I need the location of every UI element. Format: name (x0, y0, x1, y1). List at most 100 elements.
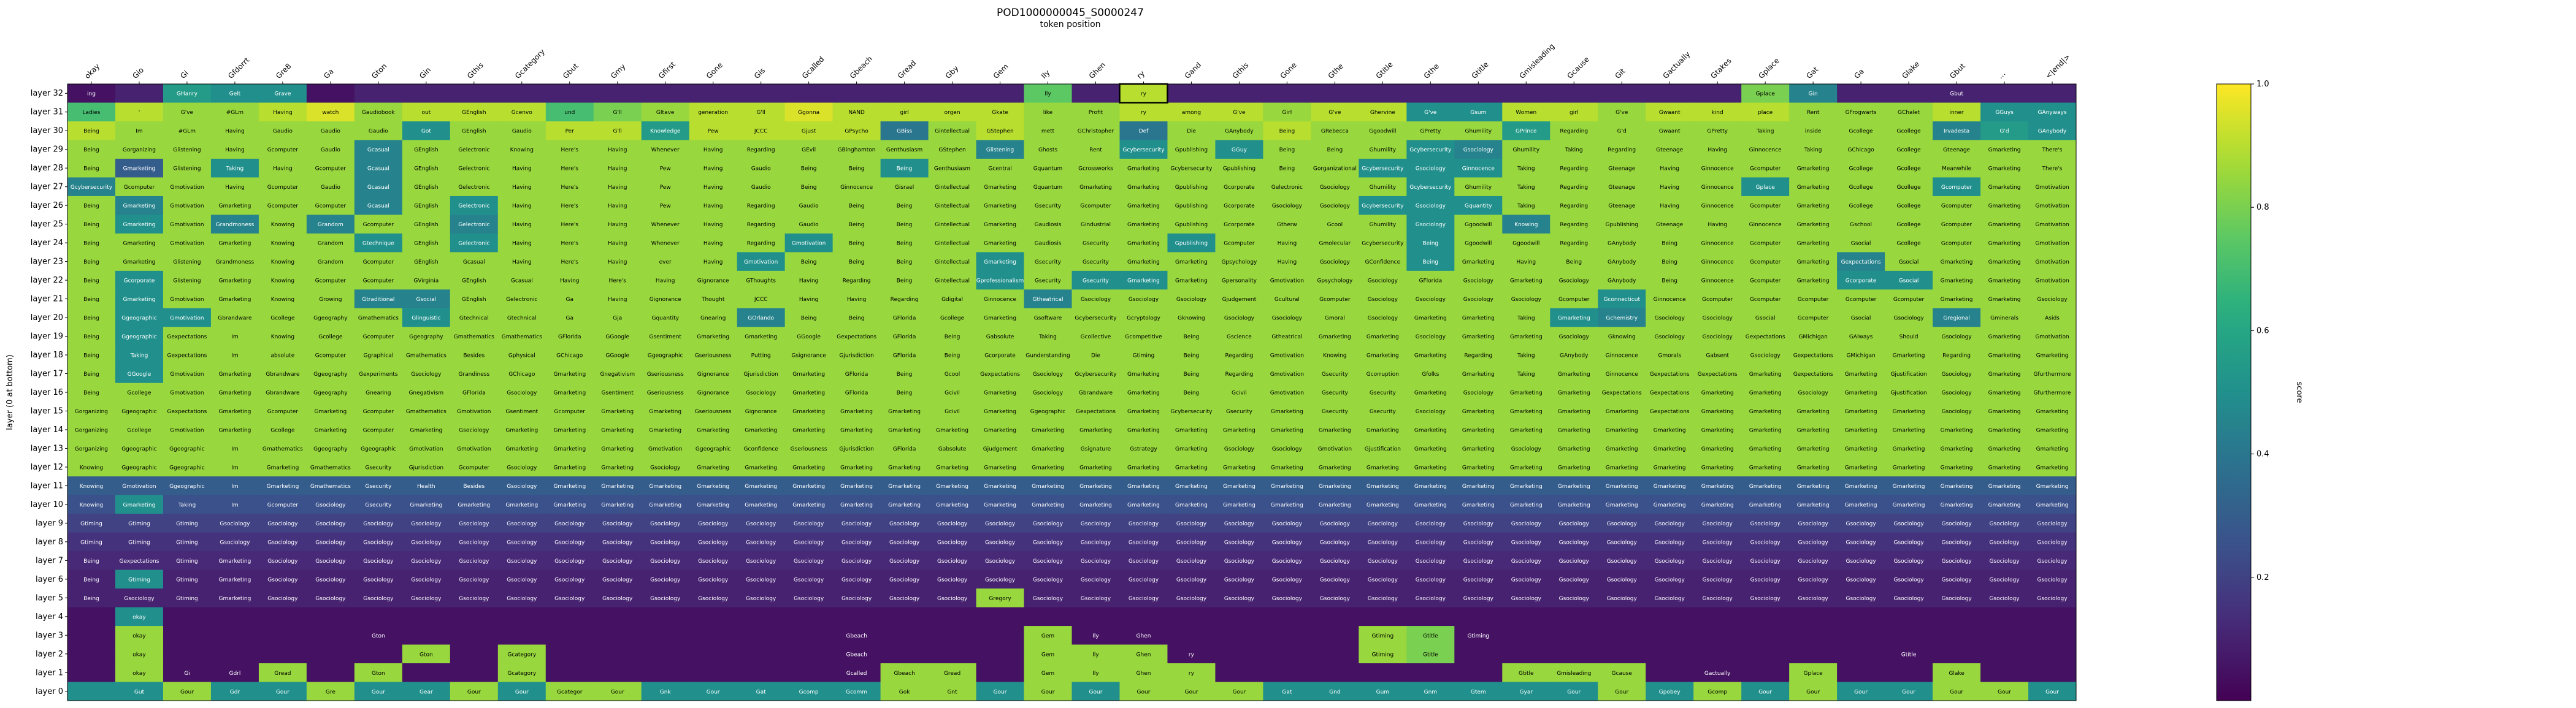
cell-label: Gcenvo (512, 110, 532, 116)
heatmap-cell (880, 84, 929, 103)
cell-label: Gelectronic (458, 204, 489, 210)
cell-label: Gteenage (1608, 166, 1636, 172)
heatmap-cell (354, 121, 403, 140)
heatmap-cell (1693, 158, 1742, 178)
cell-label: GEnglish (414, 185, 438, 191)
heatmap-cell (354, 196, 403, 215)
cell-label: Being (83, 129, 99, 135)
heatmap-cell (1406, 140, 1455, 159)
heatmap-cell (115, 177, 164, 197)
heatmap-cell (737, 121, 786, 140)
heatmap-cell (545, 84, 594, 103)
heatmap-cell (2028, 158, 2077, 178)
heatmap-cell (641, 102, 690, 122)
heatmap-cell (976, 140, 1025, 159)
cell-label: Ghumility (1370, 147, 1397, 153)
heatmap-cell (163, 84, 212, 103)
cell-label: Im (136, 129, 142, 135)
heatmap-cell (1741, 140, 1790, 159)
heatmap-cell (1263, 177, 1311, 197)
cell-label: NAND (848, 110, 865, 116)
heatmap-cell (976, 84, 1025, 103)
heatmap-cell (306, 158, 355, 178)
cell-label: Having (703, 166, 723, 172)
cell-label: Gisrael (895, 185, 914, 191)
heatmap-cell (450, 140, 499, 159)
heatmap-cell (1837, 84, 1885, 103)
cell-label: GHanry (177, 91, 198, 97)
heatmap-cell (1024, 84, 1072, 103)
heatmap-cell (1980, 140, 2029, 159)
cell-label: Gcybersecurity (1409, 147, 1452, 153)
heatmap-cell (1550, 140, 1598, 159)
heatmap-cell (1502, 102, 1551, 122)
cell-label: Ggoodwill (1369, 129, 1396, 135)
heatmap-cell (354, 84, 403, 103)
heatmap-cell (593, 158, 642, 178)
heatmap-cell (1550, 102, 1598, 122)
heatmap-cell (163, 102, 212, 122)
heatmap-cell (880, 121, 929, 140)
heatmap-cell (210, 102, 259, 122)
cell-label: Def (1139, 129, 1149, 135)
cell-label: Gkate (992, 110, 1008, 116)
heatmap-cell (832, 102, 881, 122)
heatmap-cell (1885, 158, 1933, 178)
heatmap-cell (641, 84, 690, 103)
heatmap-cell (1885, 102, 1933, 122)
cell-label: Gcomputer (1750, 166, 1781, 172)
heatmap-cell (689, 177, 738, 197)
cell-label: Gaudio (369, 129, 388, 135)
heatmap-cell (115, 102, 164, 122)
heatmap-cell (1024, 121, 1072, 140)
heatmap-cell (2028, 177, 2077, 197)
colorbar-tick-label: 0.8 (2256, 203, 2269, 212)
heatmap-cell (306, 84, 355, 103)
heatmap-cell (1789, 121, 1838, 140)
cell-label: GAnybody (2038, 129, 2067, 135)
cell-label: Got (421, 129, 431, 135)
heatmap-cell (545, 158, 594, 178)
heatmap-cell (1933, 177, 1981, 197)
heatmap-cell (1933, 84, 1981, 103)
cell-label: Gmotivation (2035, 185, 2069, 191)
cell-label: Gaudio (512, 129, 532, 135)
cell-label: Gcollege (1849, 185, 1873, 191)
heatmap-cell (976, 121, 1025, 140)
cell-label: There's (2042, 166, 2063, 172)
cell-label: Gaudio (321, 147, 340, 153)
cell-label: Having (273, 110, 293, 116)
heatmap-cell (450, 102, 499, 122)
cell-label: GRebecca (1321, 129, 1349, 135)
cell-label: Gcybersecurity (1122, 147, 1165, 153)
heatmap-cell (163, 177, 212, 197)
heatmap-cell (737, 196, 786, 215)
heatmap-cell (67, 158, 116, 178)
cell-label: Gelt (229, 91, 241, 97)
cell-label: Gcomputer (267, 185, 299, 191)
heatmap-cell (928, 140, 977, 159)
heatmap-cell (1837, 158, 1885, 178)
heatmap-cell (1980, 158, 2029, 178)
heatmap-cell (737, 102, 786, 122)
heatmap-cell (1263, 121, 1311, 140)
heatmap-cell (641, 140, 690, 159)
cell-label: Having (608, 166, 627, 172)
heatmap-cell (1741, 121, 1790, 140)
cell-label: Gcorporate (1224, 185, 1255, 191)
cell-label: inner (1949, 110, 1963, 116)
cell-label: Ladies (83, 110, 101, 116)
cell-label: orgen (945, 110, 960, 116)
heatmap-cell (306, 196, 355, 215)
heatmap-cell (928, 102, 977, 122)
heatmap-cell (1119, 121, 1168, 140)
heatmap-cell (1502, 140, 1551, 159)
heatmap-cell (832, 177, 881, 197)
heatmap-cell (593, 102, 642, 122)
heatmap-cell (1167, 102, 1216, 122)
heatmap-cell (258, 158, 307, 178)
cell-label: Gintellectual (935, 129, 970, 135)
heatmap-cell (880, 140, 929, 159)
cell-label: Being (849, 204, 865, 210)
cell-label: Having (608, 185, 627, 191)
